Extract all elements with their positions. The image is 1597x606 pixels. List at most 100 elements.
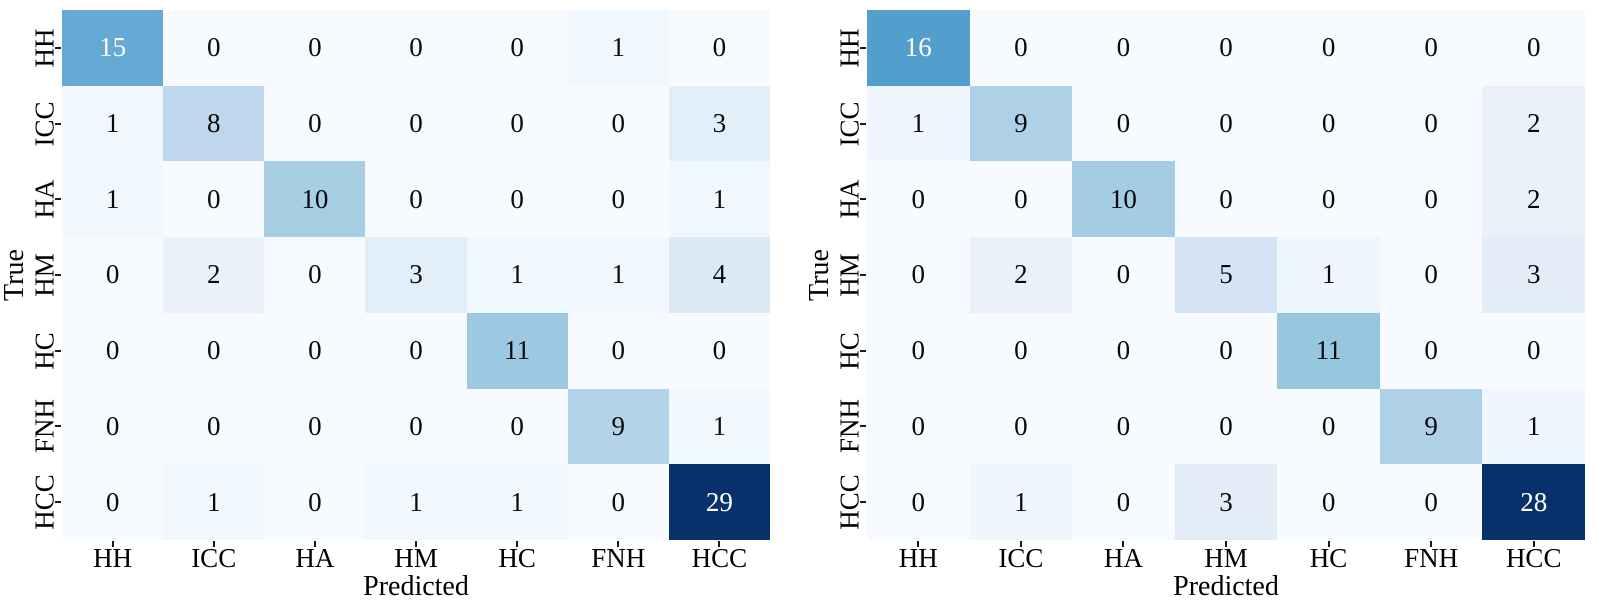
cell-HCC-HM: 3 xyxy=(1174,464,1278,540)
cell-HM-HA: 0 xyxy=(264,237,366,313)
cell-HA-HC: 0 xyxy=(1277,161,1380,238)
x-tick-label-HA: HA xyxy=(295,543,335,573)
y-axis-label: True xyxy=(0,249,30,301)
cell-FNH-HC: 0 xyxy=(1277,388,1380,465)
cell-HC-HH: 0 xyxy=(867,312,970,389)
x-tick-mark xyxy=(313,541,316,547)
cell-HA-HA: 10 xyxy=(264,161,366,238)
cell-HC-HA: 0 xyxy=(264,312,366,389)
cell-FNH-HM: 0 xyxy=(1174,388,1278,465)
x-tick-mark xyxy=(917,541,920,547)
cell-FNH-HA: 0 xyxy=(1072,388,1175,465)
x-tick-mark xyxy=(1430,541,1433,547)
cell-HH-HC: 0 xyxy=(1277,10,1380,86)
y-tick-mark xyxy=(860,349,866,352)
y-tick-mark xyxy=(55,122,61,125)
cell-HC-FNH: 0 xyxy=(1379,312,1483,389)
cell-HCC-HH: 0 xyxy=(867,464,970,540)
x-tick-label-FNH: FNH xyxy=(591,543,646,573)
cell-HA-HH: 0 xyxy=(867,161,970,238)
cell-HM-HC: 1 xyxy=(466,237,568,313)
x-tick-mark xyxy=(1225,541,1227,547)
cell-HC-HC: 11 xyxy=(466,312,568,389)
cell-ICC-HC: 0 xyxy=(466,85,568,162)
cell-FNH-FNH: 9 xyxy=(567,388,669,465)
cell-HC-HM: 0 xyxy=(1174,312,1278,389)
x-tick-label-HH: HH xyxy=(898,543,938,573)
y-tick-mark xyxy=(860,46,866,49)
cell-HCC-HA: 0 xyxy=(264,464,366,540)
cell-FNH-HH: 0 xyxy=(867,388,970,465)
cell-HCC-HC: 1 xyxy=(466,464,568,540)
cell-HA-HM: 0 xyxy=(1174,161,1278,238)
cell-ICC-HM: 0 xyxy=(365,85,467,162)
cell-HH-HH: 16 xyxy=(867,10,970,86)
cell-HCC-ICC: 1 xyxy=(969,464,1073,540)
cell-HH-HCC: 0 xyxy=(1482,10,1585,86)
cell-HA-HA: 10 xyxy=(1072,161,1175,238)
cell-HM-HC: 1 xyxy=(1277,237,1380,313)
y-tick-mark xyxy=(860,122,866,125)
cell-FNH-FNH: 9 xyxy=(1379,388,1483,465)
cell-HC-HA: 0 xyxy=(1072,312,1175,389)
cell-HC-FNH: 0 xyxy=(567,312,669,389)
cell-HC-HC: 11 xyxy=(1277,312,1380,389)
cell-ICC-FNH: 0 xyxy=(567,85,669,162)
cell-HC-HCC: 0 xyxy=(1482,312,1585,389)
cell-HA-ICC: 0 xyxy=(163,161,265,238)
cell-HM-FNH: 1 xyxy=(567,237,669,313)
x-tick-label-HA: HA xyxy=(1103,543,1143,573)
cell-HC-HM: 0 xyxy=(365,312,467,389)
cell-HC-HH: 0 xyxy=(62,312,164,389)
x-tick-mark xyxy=(1122,541,1125,547)
x-tick-label-FNH: FNH xyxy=(1404,543,1459,573)
cell-HM-HH: 0 xyxy=(867,237,970,313)
y-tick-mark xyxy=(55,274,61,276)
cell-HA-HM: 0 xyxy=(365,161,467,238)
cell-ICC-FNH: 0 xyxy=(1379,85,1483,162)
cell-HCC-HM: 1 xyxy=(365,464,467,540)
x-tick-label-HM: HM xyxy=(394,543,438,573)
x-tick-mark xyxy=(111,541,114,547)
cell-HA-HC: 0 xyxy=(466,161,568,238)
cell-HA-FNH: 0 xyxy=(567,161,669,238)
cell-ICC-ICC: 9 xyxy=(969,85,1073,162)
x-axis-label: Predicted xyxy=(363,571,469,602)
x-tick-mark xyxy=(718,541,721,547)
y-tick-mark xyxy=(55,501,61,504)
cell-FNH-HM: 0 xyxy=(365,388,467,465)
heatmap-grid: 16 0 0 0 0 0 0 1 9 0 0 0 0 2 0 0 10 0 0 0 2 0 2 0 5 1 0 3 0 0 0 0 11 0 0 0 0… xyxy=(867,10,1585,540)
cell-HCC-HC: 0 xyxy=(1277,464,1380,540)
cell-FNH-HCC: 1 xyxy=(1482,388,1585,465)
confusion-matrix-right: True 16 0 0 0 0 0 0 1 9 0 0 0 0 2 0 0 10 0 0 0 2 0 2 0 5 1 0 3 0 0 0 0 1… xyxy=(800,0,1597,606)
x-tick-mark xyxy=(617,541,620,547)
x-tick-label-ICC: ICC xyxy=(998,543,1044,573)
cell-HM-HA: 0 xyxy=(1072,237,1175,313)
cell-HCC-FNH: 0 xyxy=(567,464,669,540)
cell-HCC-ICC: 1 xyxy=(163,464,265,540)
cell-FNH-ICC: 0 xyxy=(969,388,1073,465)
x-tick-mark xyxy=(415,541,417,547)
cell-HH-ICC: 0 xyxy=(969,10,1073,86)
x-tick-label-HC: HC xyxy=(1309,543,1348,573)
confusion-matrix-left: True 15 0 0 0 0 1 0 1 8 0 0 0 0 3 1 0 10 0 0 0 1 0 2 0 3 1 1 4 0 0 0 0 1… xyxy=(0,10,770,602)
y-tick-mark xyxy=(55,46,61,49)
y-axis-label: True xyxy=(804,249,835,301)
cell-HM-ICC: 2 xyxy=(163,237,265,313)
cell-ICC-ICC: 8 xyxy=(163,85,265,162)
y-tick-mark xyxy=(860,198,866,201)
cell-HH-HM: 0 xyxy=(1174,10,1278,86)
x-tick-mark xyxy=(1327,541,1330,547)
cell-HH-HA: 0 xyxy=(264,10,366,86)
cell-HA-HH: 1 xyxy=(62,161,164,238)
cell-HM-FNH: 0 xyxy=(1379,237,1483,313)
heatmap-grid: 15 0 0 0 0 1 0 1 8 0 0 0 0 3 1 0 10 0 0 0 1 0 2 0 3 1 1 4 0 0 0 0 11 0 0 0 0… xyxy=(62,10,770,540)
cell-ICC-HA: 0 xyxy=(264,85,366,162)
x-tick-mark xyxy=(212,541,215,547)
cell-HA-ICC: 0 xyxy=(969,161,1073,238)
cell-HH-HH: 15 xyxy=(62,10,164,86)
cell-HCC-HH: 0 xyxy=(62,464,164,540)
cell-HM-HH: 0 xyxy=(62,237,164,313)
cell-HC-ICC: 0 xyxy=(969,312,1073,389)
cell-FNH-HA: 0 xyxy=(264,388,366,465)
